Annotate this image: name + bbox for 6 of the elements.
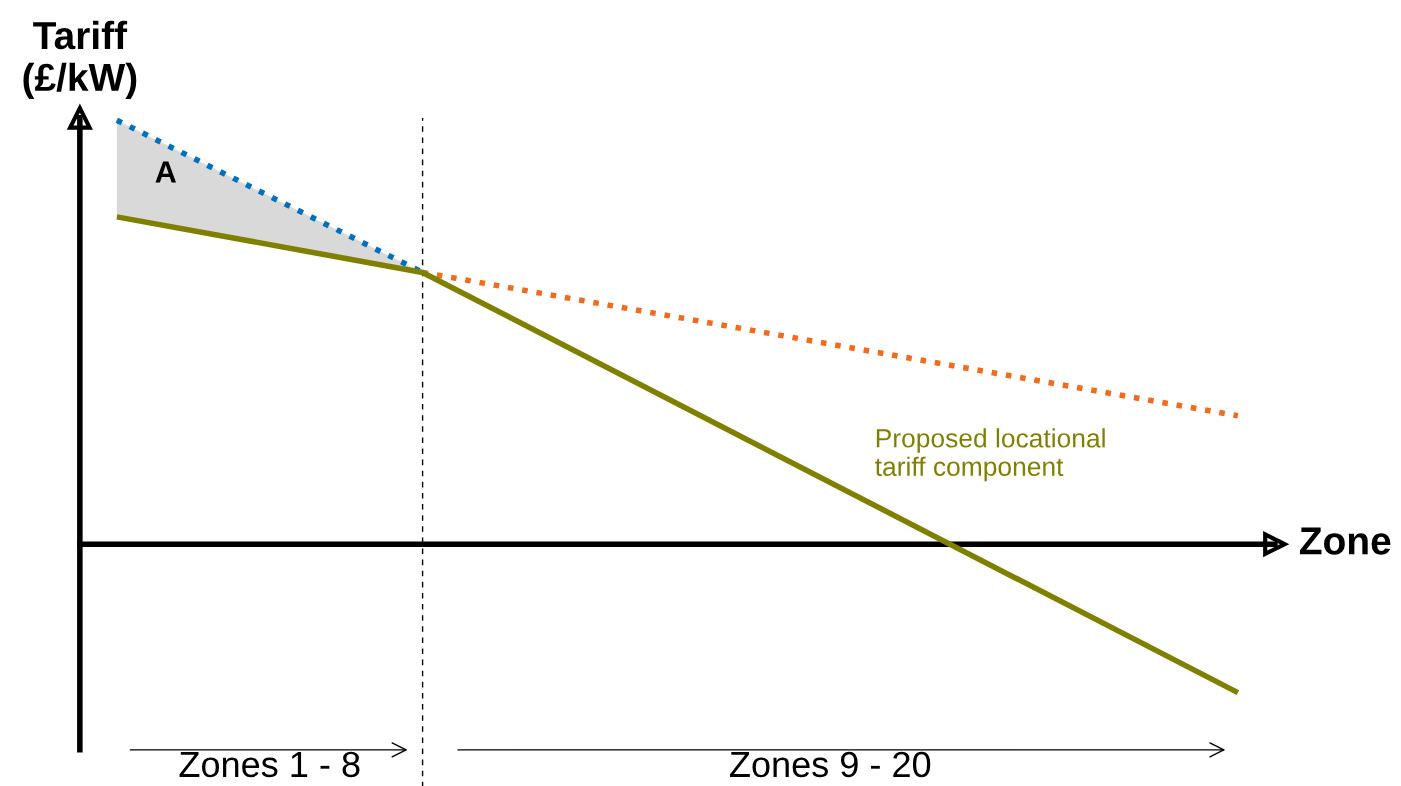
annotation: A [155, 161, 176, 183]
series-label: Proposed locational tariff component [875, 428, 1105, 482]
x-axis-title: Zone [1299, 527, 1391, 555]
y-axis-title: Tariff (£/kW) [23, 20, 137, 99]
text: Zones 1 - 8 [179, 751, 360, 778]
text: Zones 9 - 20 [730, 751, 931, 778]
